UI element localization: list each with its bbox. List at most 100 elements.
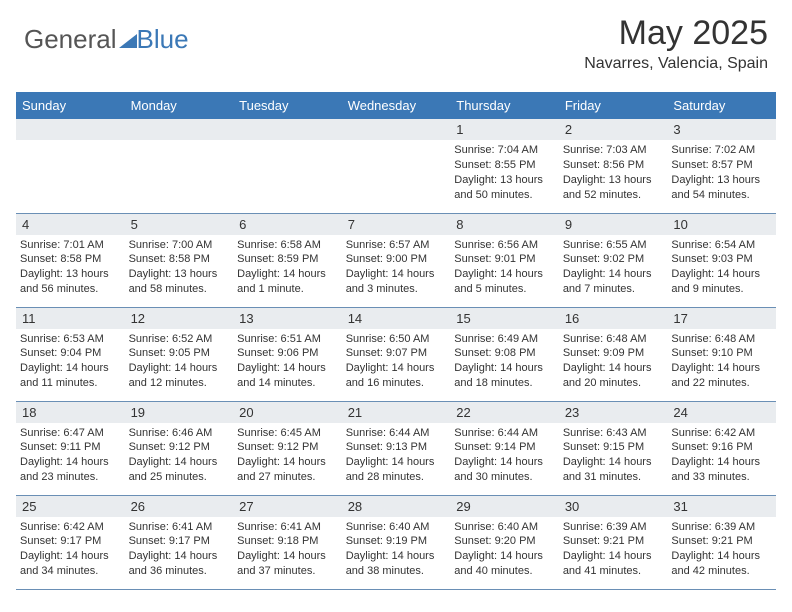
day-detail: Sunrise: 7:03 AMSunset: 8:56 PMDaylight:… — [563, 143, 664, 202]
calendar-cell: 7Sunrise: 6:57 AMSunset: 9:00 PMDaylight… — [342, 213, 451, 307]
sunset-line: Sunset: 8:55 PM — [454, 158, 555, 173]
daynum-bar: 9 — [559, 214, 668, 235]
sunset-line: Sunset: 9:12 PM — [237, 440, 338, 455]
daynum-bar: 26 — [125, 496, 234, 517]
calendar-cell: 14Sunrise: 6:50 AMSunset: 9:07 PMDayligh… — [342, 307, 451, 401]
calendar-cell: 5 Sunrise: 7:00 AMSunset: 8:58 PMDaylight… — [125, 213, 234, 307]
daynum-bar: 17 — [667, 308, 776, 329]
day-detail: Sunrise: 6:39 AMSunset: 9:21 PMDaylight:… — [563, 520, 664, 579]
daynum-bar: 8 — [450, 214, 559, 235]
daylight-line: Daylight: 14 hours and 16 minutes. — [346, 361, 447, 391]
sunrise-line: Sunrise: 7:04 AM — [454, 143, 555, 158]
day-detail: Sunrise: 6:43 AMSunset: 9:15 PMDaylight:… — [563, 426, 664, 485]
daynum-bar: 5 — [125, 214, 234, 235]
weekday-header-row: Sunday Monday Tuesday Wednesday Thursday… — [16, 92, 776, 119]
calendar-cell: 6Sunrise: 6:58 AMSunset: 8:59 PMDaylight… — [233, 213, 342, 307]
daylight-line: Daylight: 13 hours and 56 minutes. — [20, 267, 121, 297]
logo-part2: Blue — [137, 24, 189, 55]
sunrise-line: Sunrise: 6:40 AM — [346, 520, 447, 535]
calendar-cell: 19Sunrise: 6:46 AMSunset: 9:12 PMDayligh… — [125, 401, 234, 495]
sunrise-line: Sunrise: 6:53 AM — [20, 332, 121, 347]
calendar-cell: 26Sunrise: 6:41 AMSunset: 9:17 PMDayligh… — [125, 495, 234, 589]
calendar-cell: 27Sunrise: 6:41 AMSunset: 9:18 PMDayligh… — [233, 495, 342, 589]
sunset-line: Sunset: 8:57 PM — [671, 158, 772, 173]
day-detail: Sunrise: 6:41 AMSunset: 9:18 PMDaylight:… — [237, 520, 338, 579]
daylight-line: Daylight: 14 hours and 41 minutes. — [563, 549, 664, 579]
daynum-bar-empty — [233, 119, 342, 140]
daynum-bar: 13 — [233, 308, 342, 329]
calendar-cell: 29Sunrise: 6:40 AMSunset: 9:20 PMDayligh… — [450, 495, 559, 589]
sunset-line: Sunset: 9:18 PM — [237, 534, 338, 549]
sunrise-line: Sunrise: 7:01 AM — [20, 238, 121, 253]
daynum-bar: 29 — [450, 496, 559, 517]
daylight-line: Daylight: 13 hours and 50 minutes. — [454, 173, 555, 203]
sunrise-line: Sunrise: 6:41 AM — [237, 520, 338, 535]
day-detail: Sunrise: 6:48 AMSunset: 9:09 PMDaylight:… — [563, 332, 664, 391]
daynum-bar: 4 — [16, 214, 125, 235]
sunset-line: Sunset: 9:15 PM — [563, 440, 664, 455]
day-detail: Sunrise: 6:57 AMSunset: 9:00 PMDaylight:… — [346, 238, 447, 297]
day-detail: Sunrise: 6:53 AMSunset: 9:04 PMDaylight:… — [20, 332, 121, 391]
sunrise-line: Sunrise: 6:46 AM — [129, 426, 230, 441]
calendar-cell: 25Sunrise: 6:42 AMSunset: 9:17 PMDayligh… — [16, 495, 125, 589]
sunrise-line: Sunrise: 6:57 AM — [346, 238, 447, 253]
sunset-line: Sunset: 9:01 PM — [454, 252, 555, 267]
sunset-line: Sunset: 9:20 PM — [454, 534, 555, 549]
calendar-cell: 24Sunrise: 6:42 AMSunset: 9:16 PMDayligh… — [667, 401, 776, 495]
sunrise-line: Sunrise: 6:39 AM — [671, 520, 772, 535]
sunset-line: Sunset: 9:21 PM — [671, 534, 772, 549]
daylight-line: Daylight: 14 hours and 9 minutes. — [671, 267, 772, 297]
sunset-line: Sunset: 8:56 PM — [563, 158, 664, 173]
day-detail: Sunrise: 6:47 AMSunset: 9:11 PMDaylight:… — [20, 426, 121, 485]
daylight-line: Daylight: 14 hours and 11 minutes. — [20, 361, 121, 391]
sunset-line: Sunset: 9:08 PM — [454, 346, 555, 361]
day-detail: Sunrise: 6:45 AMSunset: 9:12 PMDaylight:… — [237, 426, 338, 485]
sunset-line: Sunset: 9:00 PM — [346, 252, 447, 267]
daylight-line: Daylight: 14 hours and 22 minutes. — [671, 361, 772, 391]
sunrise-line: Sunrise: 6:52 AM — [129, 332, 230, 347]
day-detail: Sunrise: 6:52 AMSunset: 9:05 PMDaylight:… — [129, 332, 230, 391]
daylight-line: Daylight: 14 hours and 14 minutes. — [237, 361, 338, 391]
page-title: May 2025 — [584, 14, 768, 53]
sunrise-line: Sunrise: 6:45 AM — [237, 426, 338, 441]
sunset-line: Sunset: 9:07 PM — [346, 346, 447, 361]
day-detail: Sunrise: 7:00 AMSunset: 8:58 PMDaylight:… — [129, 238, 230, 297]
sunset-line: Sunset: 9:03 PM — [671, 252, 772, 267]
sunrise-line: Sunrise: 6:56 AM — [454, 238, 555, 253]
sunrise-line: Sunrise: 6:42 AM — [671, 426, 772, 441]
daylight-line: Daylight: 14 hours and 5 minutes. — [454, 267, 555, 297]
sunset-line: Sunset: 9:05 PM — [129, 346, 230, 361]
sunrise-line: Sunrise: 6:48 AM — [563, 332, 664, 347]
daylight-line: Daylight: 14 hours and 31 minutes. — [563, 455, 664, 485]
daylight-line: Daylight: 14 hours and 36 minutes. — [129, 549, 230, 579]
daynum-bar: 22 — [450, 402, 559, 423]
calendar-cell: 2Sunrise: 7:03 AMSunset: 8:56 PMDaylight… — [559, 119, 668, 213]
calendar-table: Sunday Monday Tuesday Wednesday Thursday… — [16, 92, 776, 590]
day-detail: Sunrise: 6:55 AMSunset: 9:02 PMDaylight:… — [563, 238, 664, 297]
calendar-cell: 12Sunrise: 6:52 AMSunset: 9:05 PMDayligh… — [125, 307, 234, 401]
sunset-line: Sunset: 9:04 PM — [20, 346, 121, 361]
daylight-line: Daylight: 14 hours and 3 minutes. — [346, 267, 447, 297]
sunrise-line: Sunrise: 6:55 AM — [563, 238, 664, 253]
daynum-bar: 30 — [559, 496, 668, 517]
calendar-week-row: 18Sunrise: 6:47 AMSunset: 9:11 PMDayligh… — [16, 401, 776, 495]
weekday-friday: Friday — [559, 92, 668, 119]
daynum-bar: 31 — [667, 496, 776, 517]
daynum-bar: 25 — [16, 496, 125, 517]
calendar-cell: 30 Sunrise: 6:39 AMSunset: 9:21 PMDayligh… — [559, 495, 668, 589]
sunset-line: Sunset: 9:21 PM — [563, 534, 664, 549]
day-detail: Sunrise: 6:40 AMSunset: 9:19 PMDaylight:… — [346, 520, 447, 579]
sunrise-line: Sunrise: 6:44 AM — [454, 426, 555, 441]
calendar-cell: 15Sunrise: 6:49 AMSunset: 9:08 PMDayligh… — [450, 307, 559, 401]
sunset-line: Sunset: 9:14 PM — [454, 440, 555, 455]
sunrise-line: Sunrise: 7:02 AM — [671, 143, 772, 158]
calendar-cell: 28Sunrise: 6:40 AMSunset: 9:19 PMDayligh… — [342, 495, 451, 589]
calendar-week-row: 25Sunrise: 6:42 AMSunset: 9:17 PMDayligh… — [16, 495, 776, 589]
daylight-line: Daylight: 14 hours and 25 minutes. — [129, 455, 230, 485]
day-detail: Sunrise: 7:01 AMSunset: 8:58 PMDaylight:… — [20, 238, 121, 297]
sunset-line: Sunset: 9:16 PM — [671, 440, 772, 455]
daynum-bar: 20 — [233, 402, 342, 423]
day-detail: Sunrise: 6:48 AMSunset: 9:10 PMDaylight:… — [671, 332, 772, 391]
day-detail: Sunrise: 6:44 AMSunset: 9:13 PMDaylight:… — [346, 426, 447, 485]
weekday-tuesday: Tuesday — [233, 92, 342, 119]
